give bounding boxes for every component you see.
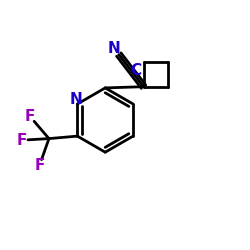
Text: N: N xyxy=(108,41,121,56)
Text: C: C xyxy=(130,63,142,78)
Text: N: N xyxy=(70,92,82,107)
Text: F: F xyxy=(16,133,27,148)
Text: F: F xyxy=(25,109,35,124)
Text: F: F xyxy=(34,158,45,173)
